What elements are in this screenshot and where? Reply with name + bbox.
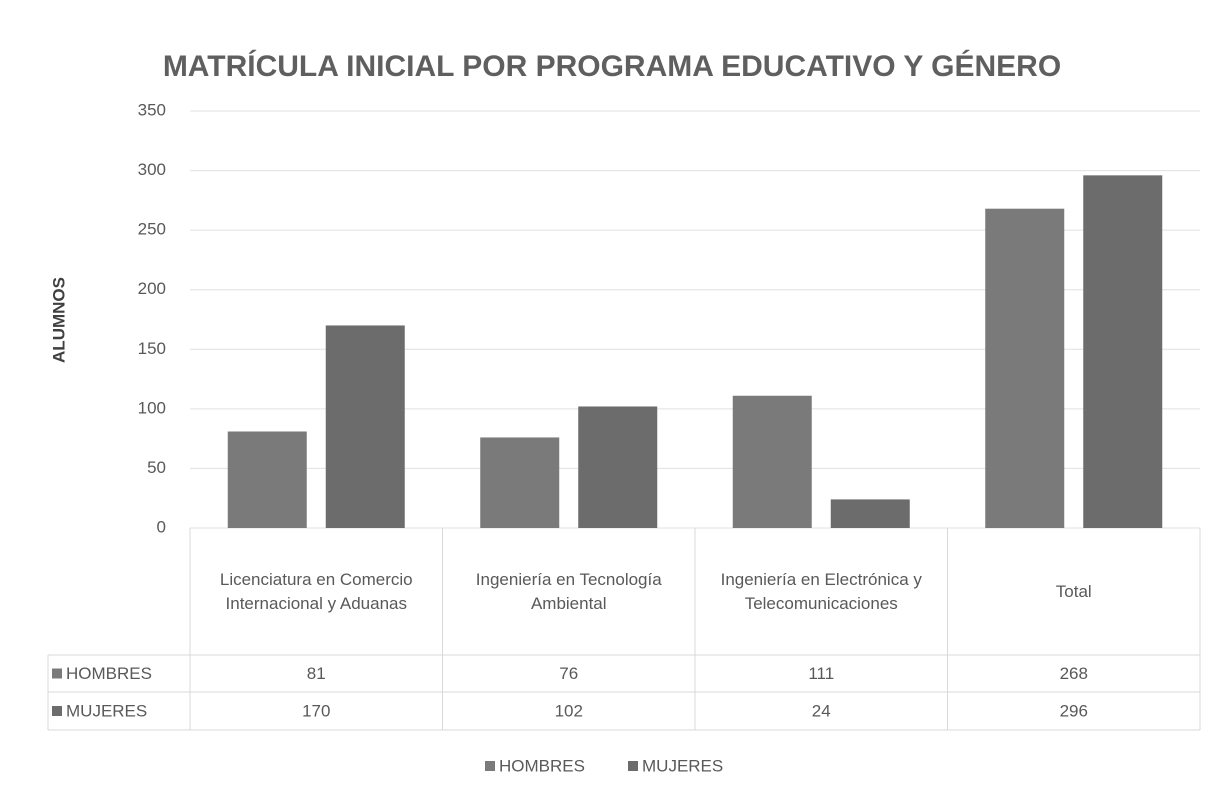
y-tick-label: 350 [138,100,166,119]
table-legend-key [52,668,62,679]
y-tick-label: 0 [157,517,166,536]
table-legend-key [52,706,62,716]
table-value: 111 [808,664,834,683]
y-tick-label: 100 [138,398,166,417]
table-value: 296 [1060,701,1088,720]
bar [578,406,658,528]
bar [227,431,307,528]
bar [985,208,1065,528]
y-tick-label: 250 [138,220,166,239]
legend-label: MUJERES [642,756,723,775]
y-tick-label: 150 [138,339,166,358]
x-tick-label: Ingeniería en Electrónica y Telecomunica… [720,570,922,613]
legend-key [485,761,495,771]
legend-key [628,761,638,771]
y-tick-label: 300 [138,160,166,179]
bar [1083,175,1163,528]
chart-title: MATRÍCULA INICIAL POR PROGRAMA EDUCATIVO… [163,49,1061,83]
table-value: 76 [559,664,578,683]
table-value: 102 [555,701,583,720]
y-tick-label: 200 [138,279,166,298]
x-tick-label: Licenciatura en Comercio Internacional y… [219,570,413,613]
table-value: 170 [302,701,330,720]
table-series-name: MUJERES [66,701,147,720]
bar [830,499,910,528]
bar [480,437,560,528]
y-axis-label: ALUMNOS [49,277,68,363]
table-value: 81 [307,664,326,683]
bar [732,395,812,528]
table-series-name: HOMBRES [66,664,152,683]
y-tick-label: 50 [147,458,166,477]
bar [325,325,405,528]
x-tick-label: Total [1055,581,1092,601]
table-value: 24 [812,701,831,720]
legend-label: HOMBRES [499,756,585,775]
x-tick-label: Ingeniería en Tecnología Ambiental [475,570,662,613]
table-value: 268 [1060,664,1088,683]
